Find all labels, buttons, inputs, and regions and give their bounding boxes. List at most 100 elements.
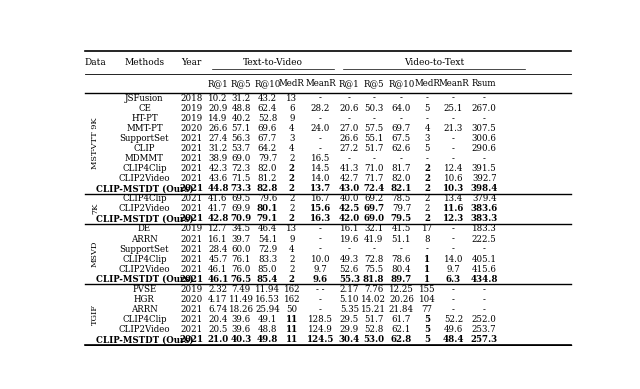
- Text: 34.5: 34.5: [232, 224, 251, 233]
- Text: 2021: 2021: [180, 144, 203, 153]
- Text: -: -: [372, 154, 375, 163]
- Text: TGIF: TGIF: [91, 304, 99, 325]
- Text: -: -: [483, 245, 486, 254]
- Text: 17: 17: [422, 224, 433, 233]
- Text: 41.9: 41.9: [364, 235, 383, 244]
- Text: 57.1: 57.1: [232, 124, 251, 133]
- Text: -: -: [483, 295, 486, 304]
- Text: 253.7: 253.7: [472, 325, 497, 334]
- Text: -: -: [319, 144, 322, 153]
- Text: Text-to-Video: Text-to-Video: [243, 58, 303, 67]
- Text: 72.4: 72.4: [363, 184, 384, 193]
- Text: 3: 3: [289, 134, 294, 143]
- Text: 69.0: 69.0: [363, 214, 384, 223]
- Text: 82.0: 82.0: [258, 164, 277, 173]
- Text: 41.6: 41.6: [208, 194, 228, 203]
- Text: 20.5: 20.5: [208, 325, 228, 334]
- Text: 62.4: 62.4: [258, 104, 277, 113]
- Text: -: -: [319, 114, 322, 123]
- Text: Year: Year: [181, 58, 202, 67]
- Text: 2021: 2021: [180, 275, 204, 284]
- Text: -: -: [319, 134, 322, 143]
- Text: -: -: [400, 245, 403, 254]
- Text: 2: 2: [289, 275, 295, 284]
- Text: 155: 155: [419, 285, 435, 294]
- Text: 434.8: 434.8: [470, 275, 498, 284]
- Text: 12.4: 12.4: [444, 164, 463, 173]
- Text: 2: 2: [424, 204, 430, 213]
- Text: -: -: [426, 94, 429, 103]
- Text: 27.2: 27.2: [340, 144, 359, 153]
- Text: Data: Data: [84, 58, 106, 67]
- Text: -: -: [483, 94, 486, 103]
- Text: 31.2: 31.2: [208, 144, 227, 153]
- Text: 76.5: 76.5: [230, 275, 252, 284]
- Text: 383.3: 383.3: [470, 214, 498, 223]
- Text: 12.7: 12.7: [208, 224, 228, 233]
- Text: 25.1: 25.1: [444, 104, 463, 113]
- Text: 19.6: 19.6: [340, 235, 359, 244]
- Text: 79.7: 79.7: [392, 204, 411, 213]
- Text: 83.3: 83.3: [258, 255, 277, 264]
- Text: R@1: R@1: [339, 79, 360, 88]
- Text: 75.5: 75.5: [364, 265, 383, 274]
- Text: 62.8: 62.8: [391, 335, 412, 344]
- Text: -: -: [348, 245, 351, 254]
- Text: 162: 162: [284, 295, 300, 304]
- Text: 26.6: 26.6: [340, 134, 359, 143]
- Text: 2: 2: [289, 184, 295, 193]
- Text: 42.5: 42.5: [339, 204, 360, 213]
- Text: 9.6: 9.6: [313, 275, 328, 284]
- Text: -: -: [400, 114, 403, 123]
- Text: 43.0: 43.0: [339, 184, 360, 193]
- Text: 398.4: 398.4: [470, 184, 498, 193]
- Text: 55.1: 55.1: [364, 134, 383, 143]
- Text: 69.2: 69.2: [364, 194, 383, 203]
- Text: 4: 4: [289, 245, 294, 254]
- Text: 85.4: 85.4: [257, 275, 278, 284]
- Text: JSFusion: JSFusion: [125, 94, 164, 103]
- Text: CLIP2Video: CLIP2Video: [119, 204, 170, 213]
- Text: 183.3: 183.3: [472, 224, 497, 233]
- Text: -: -: [400, 94, 403, 103]
- Text: -: -: [348, 154, 351, 163]
- Text: 2021: 2021: [180, 164, 203, 173]
- Text: -: -: [372, 245, 375, 254]
- Text: 2021: 2021: [180, 245, 203, 254]
- Text: 2019: 2019: [180, 285, 203, 294]
- Text: 2: 2: [289, 174, 295, 183]
- Text: 43.2: 43.2: [258, 94, 277, 103]
- Text: CLIP2Video: CLIP2Video: [119, 174, 170, 183]
- Text: 27.0: 27.0: [340, 124, 359, 133]
- Text: 2021: 2021: [180, 204, 203, 213]
- Text: 6.74: 6.74: [208, 305, 227, 314]
- Text: 56.3: 56.3: [232, 134, 251, 143]
- Text: 31.2: 31.2: [232, 94, 251, 103]
- Text: 379.4: 379.4: [472, 194, 497, 203]
- Text: 11.94: 11.94: [255, 285, 280, 294]
- Text: 28.4: 28.4: [208, 245, 228, 254]
- Text: 78.5: 78.5: [392, 194, 411, 203]
- Text: -: -: [372, 94, 375, 103]
- Text: 6: 6: [289, 104, 294, 113]
- Text: -: -: [483, 305, 486, 314]
- Text: 415.6: 415.6: [472, 265, 497, 274]
- Text: -: -: [319, 224, 322, 233]
- Text: 20.4: 20.4: [208, 315, 228, 324]
- Text: 79.7: 79.7: [258, 154, 277, 163]
- Text: 2018: 2018: [180, 94, 203, 103]
- Text: 52.6: 52.6: [340, 265, 359, 274]
- Text: SupportSet: SupportSet: [120, 134, 169, 143]
- Text: 2: 2: [424, 194, 430, 203]
- Text: 2021: 2021: [180, 325, 203, 334]
- Text: 2: 2: [289, 255, 294, 264]
- Text: -: -: [452, 144, 455, 153]
- Text: 307.5: 307.5: [472, 124, 497, 133]
- Text: 14.9: 14.9: [208, 114, 228, 123]
- Text: 62.1: 62.1: [392, 325, 411, 334]
- Text: 49.3: 49.3: [340, 255, 359, 264]
- Text: 14.5: 14.5: [311, 164, 330, 173]
- Text: 72.9: 72.9: [258, 245, 277, 254]
- Text: 81.7: 81.7: [392, 164, 411, 173]
- Text: 42.7: 42.7: [340, 174, 359, 183]
